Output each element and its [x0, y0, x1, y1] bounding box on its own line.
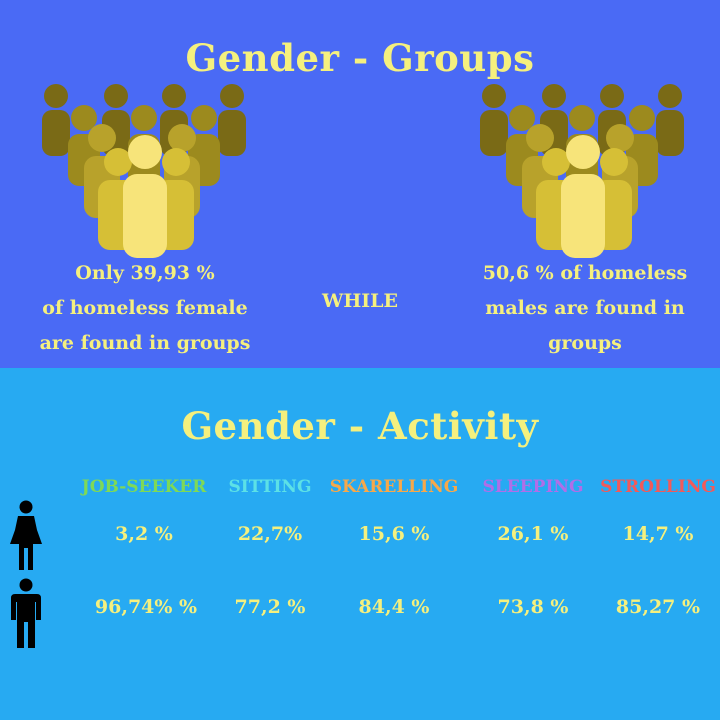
male-skarelling-value: 84,4 %	[358, 596, 430, 618]
male-strolling-value: 85,27 %	[615, 596, 701, 618]
header-strolling: STROLLING	[600, 477, 716, 497]
header-job-seeker: JOB-SEEKER	[81, 477, 207, 497]
male-sitting-value: 77,2 %	[234, 596, 306, 618]
header-skarelling: SKARELLING	[329, 477, 459, 497]
female-groups-stat: Only 39,93 % of homeless female are foun…	[20, 256, 270, 361]
female-sleeping-value: 26,1 %	[497, 523, 569, 545]
male-job-seeker-value: 96,74% %	[94, 596, 198, 618]
activity-title: Gender - Activity	[181, 404, 539, 448]
activity-section	[0, 368, 720, 720]
male-stat-line: males are found in	[485, 297, 685, 319]
while-connector: WHILE	[321, 290, 399, 312]
female-stat-line: of homeless female	[42, 297, 248, 319]
male-icon	[11, 578, 41, 648]
female-icon	[10, 500, 42, 570]
male-sleeping-value: 73,8 %	[497, 596, 569, 618]
female-strolling-value: 14,7 %	[622, 523, 694, 545]
people-group-icon	[42, 84, 246, 258]
crowd-back-row	[42, 84, 246, 258]
female-sitting-value: 22,7%	[237, 523, 303, 545]
female-stat-line: Only 39,93 %	[75, 262, 215, 284]
groups-title: Gender - Groups	[185, 36, 535, 80]
header-sitting: SITTING	[228, 477, 312, 497]
header-sleeping: SLEEPING	[482, 477, 584, 497]
female-skarelling-value: 15,6 %	[358, 523, 430, 545]
female-stat-line: are found in groups	[39, 332, 251, 354]
male-groups-stat: 50,6 % of homeless males are found in gr…	[460, 256, 710, 361]
male-stat-line: groups	[548, 332, 622, 354]
male-stat-line: 50,6 % of homeless	[482, 262, 688, 284]
female-job-seeker-value: 3,2 %	[115, 523, 173, 545]
people-group-icon	[480, 84, 684, 258]
